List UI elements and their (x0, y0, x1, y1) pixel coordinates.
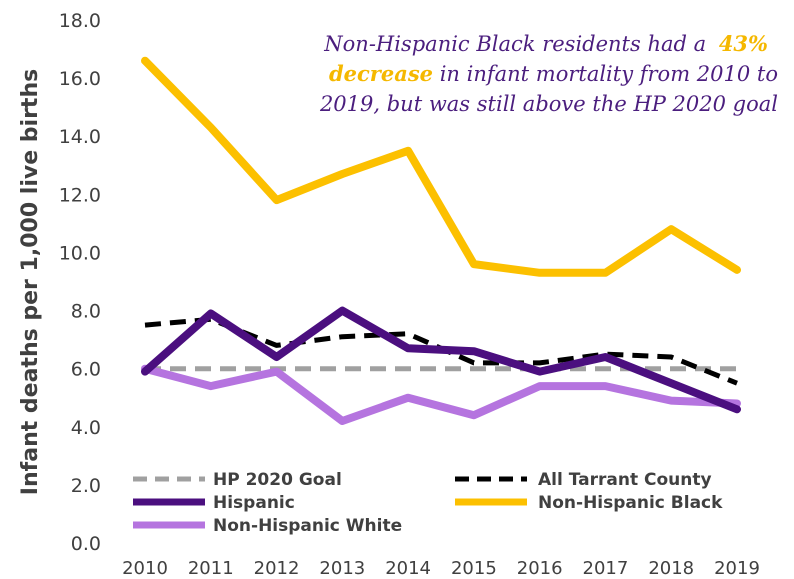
y-tick-label: 10.0 (59, 242, 101, 264)
y-tick-label: 0.0 (71, 533, 101, 555)
annotation-line-2: decrease in infant mortality from 2010 t… (329, 61, 778, 86)
annotation-line-1-text: Non-Hispanic Black residents had a (323, 32, 713, 56)
y-axis-title: Infant deaths per 1,000 live births (18, 69, 43, 495)
annotation: Non-Hispanic Black residents had a 43% d… (319, 31, 778, 116)
y-tick-label: 4.0 (71, 417, 101, 439)
x-tick-label: 2014 (385, 558, 431, 579)
annotation-highlight-decrease: decrease (329, 61, 433, 86)
y-tick-label: 6.0 (71, 359, 101, 381)
legend-label-non-hispanic-black: Non-Hispanic Black (538, 493, 723, 513)
legend-label-hispanic: Hispanic (213, 493, 295, 513)
legend-label-hp-2020-goal: HP 2020 Goal (213, 470, 342, 490)
y-tick-label: 12.0 (59, 184, 101, 206)
y-tick-label: 2.0 (71, 475, 101, 497)
legend-label-all-tarrant-county: All Tarrant County (538, 470, 712, 490)
series-line-non-hispanic-black (141, 56, 741, 277)
series-line-hispanic (141, 306, 741, 414)
x-tick-label: 2016 (517, 558, 563, 579)
x-axis-ticks: 2010 2011 2012 2013 2014 2015 2016 2017 2018 2019 (122, 558, 760, 579)
x-tick-label: 2015 (451, 558, 497, 579)
legend-label-non-hispanic-white: Non-Hispanic White (213, 516, 402, 536)
series-lines (141, 56, 741, 425)
annotation-line-3: 2019, but was still above the HP 2020 go… (319, 92, 778, 116)
x-tick-label: 2017 (583, 558, 629, 579)
x-tick-label: 2010 (122, 558, 168, 579)
y-axis-ticks: 0.0 2.0 4.0 6.0 8.0 10.0 12.0 14.0 16.0 18.0 (59, 10, 101, 555)
y-tick-label: 18.0 (59, 10, 101, 32)
x-tick-label: 2018 (648, 558, 694, 579)
series-line-non-hispanic-white (141, 364, 741, 425)
x-tick-label: 2013 (319, 558, 365, 579)
legend: HP 2020 Goal All Tarrant County Hispanic… (133, 470, 723, 536)
x-tick-label: 2012 (254, 558, 300, 579)
x-tick-label: 2019 (714, 558, 760, 579)
annotation-highlight-percent: 43% (719, 31, 768, 56)
annotation-line-1: Non-Hispanic Black residents had a 43% (323, 31, 768, 56)
y-tick-label: 8.0 (71, 301, 101, 323)
x-tick-label: 2011 (188, 558, 234, 579)
y-tick-label: 16.0 (59, 68, 101, 90)
y-tick-label: 14.0 (59, 126, 101, 148)
annotation-line-2-text: in infant mortality from 2010 to (433, 62, 778, 86)
